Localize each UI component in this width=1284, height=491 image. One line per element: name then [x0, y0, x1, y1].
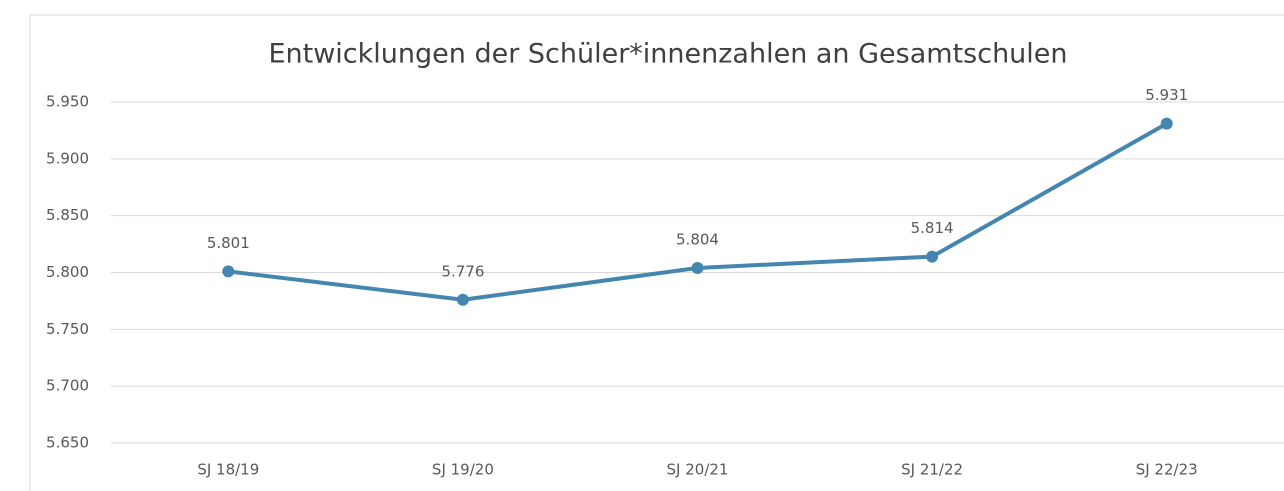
data-point [691, 261, 704, 274]
data-point [1160, 117, 1173, 130]
x-tick-label: SJ 19/20 [432, 461, 494, 479]
data-point [926, 250, 939, 263]
y-tick-label: 5.950 [46, 93, 89, 111]
data-label: 5.814 [911, 219, 954, 237]
y-tick-label: 5.700 [46, 377, 89, 395]
data-label: 5.931 [1145, 86, 1188, 104]
x-tick-label: SJ 21/22 [901, 461, 963, 479]
data-label: 5.804 [676, 230, 719, 248]
y-tick-label: 5.900 [46, 149, 89, 167]
x-tick-label: SJ 18/19 [197, 461, 259, 479]
data-label: 5.776 [441, 262, 484, 280]
data-point [456, 293, 469, 306]
chart-frame [29, 14, 1284, 491]
data-label: 5.801 [207, 234, 250, 252]
data-point [222, 265, 235, 278]
y-tick-label: 5.800 [46, 263, 89, 281]
y-tick-label: 5.750 [46, 320, 89, 338]
y-tick-label: 5.650 [46, 434, 89, 452]
x-tick-label: SJ 22/23 [1136, 461, 1198, 479]
y-tick-label: 5.850 [46, 206, 89, 224]
chart-title: Entwicklungen der Schüler*innenzahlen an… [268, 39, 1067, 70]
x-tick-label: SJ 20/21 [667, 461, 729, 479]
